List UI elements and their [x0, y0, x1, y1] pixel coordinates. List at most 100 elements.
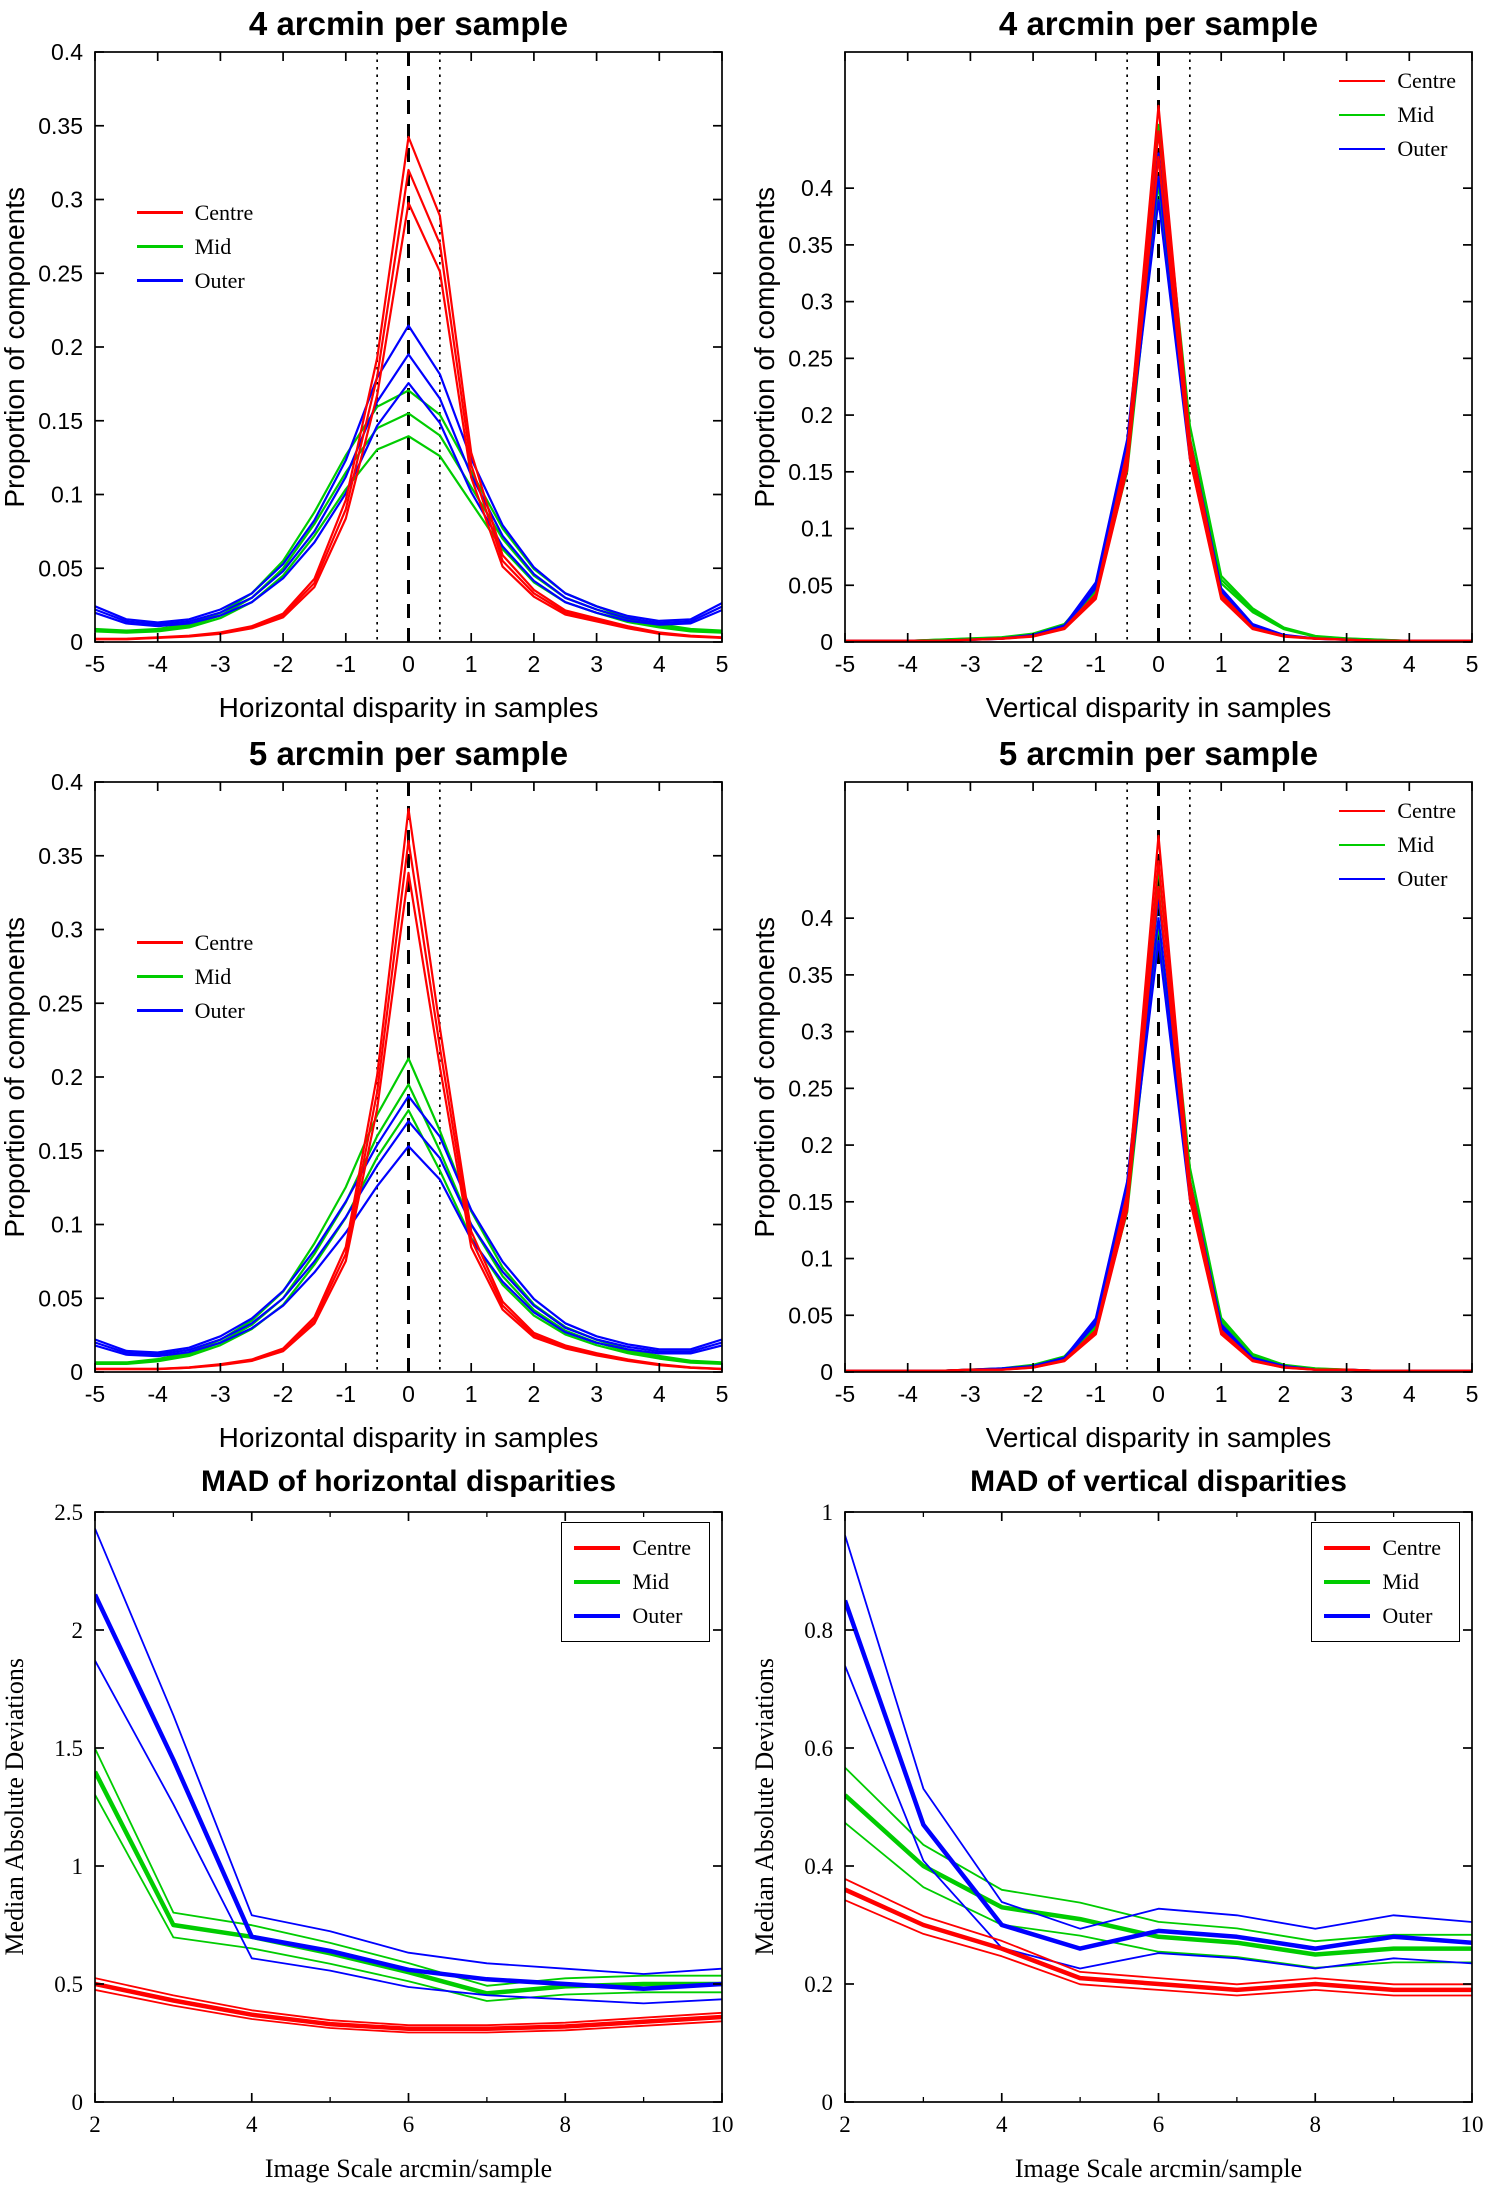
panel-horizontal-4arcmin: -5 -4 -3 -2 -1 0 1 2 3 4 5 0 0.05 0.1 0.15 0.2 0.25 0.3 0.…	[0, 0, 750, 730]
svg-text:0.15: 0.15	[38, 1138, 83, 1164]
svg-text:0: 0	[1152, 1381, 1165, 1407]
legend-entry: Mid	[1339, 828, 1456, 862]
legend-line-icon	[1339, 113, 1386, 117]
svg-text:0.25: 0.25	[788, 1075, 833, 1101]
svg-text:6: 6	[1153, 2112, 1165, 2137]
svg-text:0: 0	[822, 2090, 834, 2115]
legend-label: Outer	[1397, 136, 1448, 161]
svg-text:-2: -2	[1023, 1381, 1043, 1407]
svg-text:1: 1	[465, 1381, 478, 1407]
svg-text:2: 2	[839, 2112, 851, 2137]
legend-label: Centre	[194, 199, 254, 225]
svg-text:5: 5	[1466, 651, 1479, 677]
svg-text:0.25: 0.25	[788, 345, 833, 371]
svg-text:5: 5	[1466, 1381, 1479, 1407]
svg-text:0: 0	[820, 1359, 833, 1385]
legend-label: Outer	[194, 267, 245, 293]
svg-text:2: 2	[528, 1381, 541, 1407]
svg-text:10: 10	[1461, 2112, 1484, 2137]
svg-text:-1: -1	[336, 651, 356, 677]
svg-text:0: 0	[1152, 651, 1165, 677]
svg-text:0: 0	[402, 651, 415, 677]
svg-text:6: 6	[403, 2112, 415, 2137]
chart-title: 4 arcmin per sample	[248, 5, 569, 42]
legend-entry: Mid	[136, 960, 254, 994]
svg-text:5: 5	[716, 651, 729, 677]
svg-text:0.35: 0.35	[38, 113, 83, 139]
legend-entry: Outer	[136, 994, 254, 1028]
legend-line-icon	[1324, 1613, 1371, 1619]
svg-text:-3: -3	[960, 1381, 980, 1407]
legend-line-icon	[1339, 147, 1386, 151]
svg-text:0.3: 0.3	[801, 1019, 833, 1045]
svg-text:0.15: 0.15	[38, 408, 83, 434]
legend-label: Mid	[1382, 1569, 1420, 1594]
svg-text:0.1: 0.1	[801, 1246, 833, 1272]
legend-line-icon	[136, 941, 183, 944]
svg-text:-5: -5	[835, 1381, 855, 1407]
svg-text:0.1: 0.1	[801, 516, 833, 542]
svg-text:0.3: 0.3	[801, 289, 833, 315]
legend-entry: Centre	[1324, 1531, 1441, 1565]
svg-text:-3: -3	[960, 651, 980, 677]
svg-text:2: 2	[89, 2112, 101, 2137]
svg-text:1: 1	[822, 1500, 834, 1525]
x-axis-label: Vertical disparity in samples	[985, 692, 1332, 723]
svg-text:1: 1	[72, 1854, 84, 1879]
svg-text:3: 3	[590, 1381, 603, 1407]
legend-label: Outer	[194, 997, 245, 1023]
legend-label: Mid	[194, 233, 232, 259]
legend-label: Centre	[194, 929, 254, 955]
chart-title: 5 arcmin per sample	[998, 735, 1319, 772]
svg-text:0: 0	[72, 2090, 84, 2115]
svg-text:0.4: 0.4	[51, 769, 83, 795]
svg-text:0.2: 0.2	[51, 1064, 83, 1090]
svg-text:0.35: 0.35	[788, 962, 833, 988]
plot-canvas: -5 -4 -3 -2 -1 0 1 2 3 4 5 0 0.05 0.1 0.15 0.2 0.25 0.3 0.…	[788, 781, 1479, 1407]
legend-label: Outer	[632, 1603, 683, 1628]
x-axis-label: Horizontal disparity in samples	[218, 692, 599, 723]
legend-label: Centre	[632, 1535, 691, 1560]
svg-text:2.5: 2.5	[54, 1500, 83, 1525]
y-axis-label: Proportion of components	[750, 916, 780, 1238]
legend-line-icon	[574, 1545, 621, 1551]
legend-entry: Mid	[136, 230, 254, 264]
svg-text:0.5: 0.5	[54, 1972, 83, 1997]
legend-line-icon	[136, 245, 183, 248]
svg-text:0: 0	[70, 1359, 83, 1385]
legend-line-icon	[1324, 1545, 1371, 1551]
legend-entry: Centre	[1339, 794, 1456, 828]
plot-canvas: -5 -4 -3 -2 -1 0 1 2 3 4 5 0 0.05 0.1 0.15 0.2 0.25 0.3 0.…	[38, 769, 729, 1407]
svg-text:-1: -1	[1086, 651, 1106, 677]
legend-label: Mid	[1397, 102, 1435, 127]
legend-label: Mid	[1397, 832, 1435, 857]
legend: Centre Mid Outer	[1335, 62, 1460, 168]
legend-line-icon	[136, 1009, 183, 1012]
svg-text:1: 1	[1215, 651, 1228, 677]
legend-entry: Centre	[574, 1531, 691, 1565]
legend-entry: Outer	[1339, 862, 1456, 896]
legend-line-icon	[136, 975, 183, 978]
legend-line-icon	[1339, 79, 1386, 83]
svg-text:-2: -2	[1023, 651, 1043, 677]
panel-horizontal-5arcmin: -5 -4 -3 -2 -1 0 1 2 3 4 5 0 0.05 0.1 0.15 0.2 0.25 0.3 0.…	[0, 730, 750, 1460]
legend-label: Outer	[1397, 866, 1448, 891]
svg-text:0.05: 0.05	[38, 1285, 83, 1311]
plot-canvas: 2 4 6 8 10 0 0.2 0.4 0.6 0.8 1	[804, 1500, 1484, 2137]
x-axis-label: Image Scale arcmin/sample	[264, 2154, 553, 2183]
svg-text:2: 2	[1278, 651, 1291, 677]
legend-entry: Outer	[136, 264, 254, 298]
svg-text:0.25: 0.25	[38, 990, 83, 1016]
legend-entry: Mid	[574, 1565, 691, 1599]
legend-entry: Centre	[136, 926, 254, 960]
svg-text:0.05: 0.05	[788, 572, 833, 598]
svg-text:3: 3	[1340, 1381, 1353, 1407]
legend: Centre Mid Outer	[561, 1522, 710, 1642]
svg-text:5: 5	[716, 1381, 729, 1407]
svg-text:0.15: 0.15	[788, 459, 833, 485]
plot-canvas: 2 4 6 8 10 0 0.5 1 1.5 2 2.5	[54, 1500, 733, 2137]
svg-text:4: 4	[653, 1381, 666, 1407]
legend-line-icon	[1324, 1579, 1371, 1585]
svg-text:0.6: 0.6	[804, 1736, 833, 1761]
